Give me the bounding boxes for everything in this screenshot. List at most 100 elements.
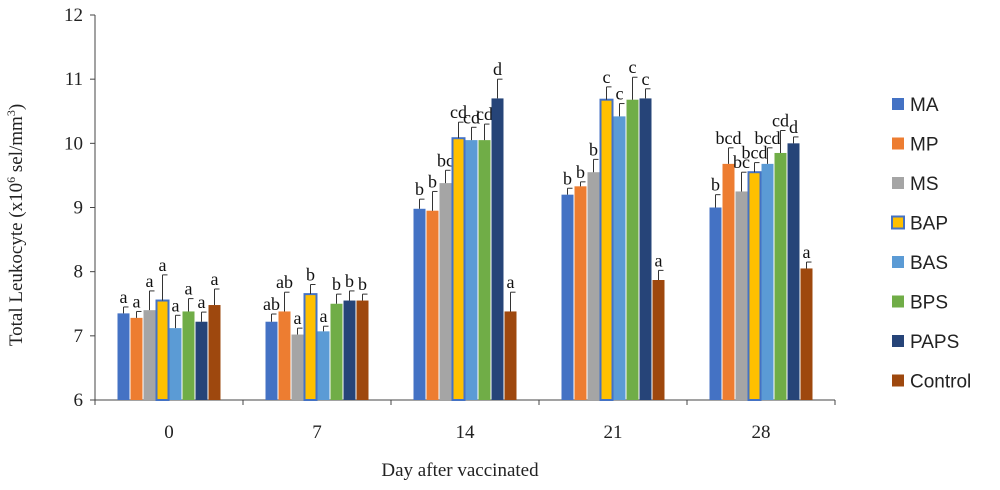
significance-label: a	[133, 291, 141, 311]
significance-label: cd	[476, 104, 493, 124]
bar	[465, 140, 478, 400]
legend-label: BAS	[910, 253, 948, 274]
significance-label: a	[159, 255, 167, 275]
svg-text:Total Leukocyte (x106 sel/mm3): Total Leukocyte (x106 sel/mm3)	[4, 104, 27, 346]
significance-label: ab	[263, 294, 280, 314]
legend-label: MP	[910, 135, 939, 156]
legend-swatch	[892, 374, 904, 387]
y-tick-label: 7	[74, 326, 84, 347]
significance-label: c	[629, 57, 637, 77]
significance-label: c	[642, 69, 650, 89]
bar	[504, 311, 517, 400]
y-axis-title-end: )	[6, 104, 27, 110]
legend-label: MA	[910, 95, 939, 116]
significance-label: b	[711, 175, 720, 195]
x-tick-label: 7	[312, 422, 322, 443]
significance-label: bcd	[716, 128, 742, 148]
significance-label: bc	[437, 150, 454, 170]
bar	[561, 194, 574, 400]
significance-label: ab	[276, 272, 293, 292]
y-tick-label: 10	[64, 133, 83, 154]
legend-label: PAPS	[910, 332, 959, 353]
significance-label: cd	[772, 111, 789, 131]
y-axis-title-main: Total Leukocyte (x10	[6, 183, 27, 346]
significance-label: b	[589, 139, 598, 159]
significance-label: a	[803, 242, 811, 262]
bar	[130, 317, 143, 400]
legend-swatch	[892, 295, 904, 308]
bar	[343, 300, 356, 400]
significance-label: d	[493, 59, 502, 79]
legend-label: MS	[910, 174, 939, 195]
bar	[426, 210, 439, 400]
significance-label: a	[507, 272, 515, 292]
bar	[439, 183, 452, 400]
significance-label: bc	[733, 152, 750, 172]
bar	[709, 207, 722, 400]
legend-swatch	[892, 98, 904, 110]
significance-label: cd	[463, 107, 480, 127]
bar	[574, 186, 587, 400]
bar	[330, 303, 343, 400]
bar	[208, 305, 221, 400]
y-tick-label: 6	[74, 390, 84, 411]
bar	[787, 143, 800, 401]
bar	[774, 152, 787, 400]
x-axis-title: Day after vaccinated	[381, 460, 539, 481]
bar	[626, 99, 639, 400]
significance-label: b	[358, 274, 367, 294]
significance-label: a	[172, 295, 180, 315]
legend-swatch	[891, 215, 905, 230]
significance-label: b	[563, 168, 572, 188]
x-tick-label: 0	[164, 422, 174, 443]
legend-swatch	[892, 137, 904, 150]
y-tick-label: 12	[64, 5, 83, 26]
bar	[761, 163, 774, 400]
bar	[143, 310, 156, 400]
bar	[155, 299, 170, 401]
bar	[491, 98, 504, 401]
y-tick-label: 11	[65, 69, 83, 90]
significance-label: b	[428, 171, 437, 191]
y-axis-title-mid: sel/mm	[6, 116, 27, 177]
legend-label: BPS	[910, 293, 948, 314]
significance-label: b	[576, 162, 585, 182]
bar	[413, 208, 426, 400]
legend: MA MP MS BAP BAS BPS PAPS Control	[891, 95, 971, 393]
significance-label: c	[603, 67, 611, 87]
significance-label: b	[332, 274, 341, 294]
y-tick-label: 8	[74, 262, 84, 283]
bar	[182, 311, 195, 400]
x-tick-label: 14	[456, 422, 476, 443]
significance-label: a	[655, 250, 663, 270]
significance-label: a	[320, 306, 328, 326]
bar	[800, 268, 813, 400]
legend-swatch	[892, 256, 904, 268]
bar	[195, 321, 208, 400]
bar	[317, 331, 330, 400]
y-axis-title-sup2: 3	[4, 110, 18, 116]
bar	[599, 98, 614, 401]
bar	[747, 171, 762, 401]
legend-label: BAP	[910, 214, 948, 235]
significance-label: c	[616, 84, 624, 104]
significance-label: bcd	[742, 143, 768, 163]
significance-label: a	[120, 287, 128, 307]
significance-label: d	[789, 117, 798, 137]
significance-label: b	[306, 265, 315, 285]
bar	[735, 191, 748, 400]
legend-swatch	[892, 335, 904, 347]
bar	[722, 163, 735, 400]
bar	[639, 98, 652, 401]
significance-label: cd	[450, 102, 467, 122]
significance-label: a	[146, 271, 154, 291]
bar	[303, 293, 318, 401]
legend-label: Control	[910, 372, 971, 393]
bar	[278, 311, 291, 400]
bar	[478, 140, 491, 400]
significance-label: a	[198, 292, 206, 312]
significance-label: b	[415, 179, 424, 199]
significance-label: bcd	[755, 128, 781, 148]
